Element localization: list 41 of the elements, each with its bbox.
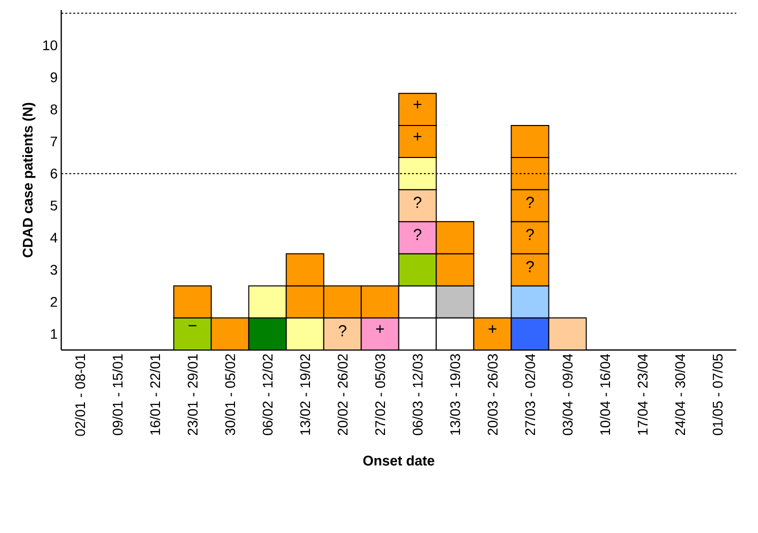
- x-tick-label: 17/04 - 23/04: [637, 354, 648, 435]
- y-tick-label: 8: [50, 104, 58, 114]
- x-tick-label: 30/01 - 05/02: [224, 354, 236, 436]
- y-tick-label: 7: [50, 136, 58, 146]
- y-tick-label: 1: [51, 329, 58, 339]
- annotation: +: [488, 325, 496, 333]
- annotation: +: [414, 100, 422, 108]
- x-tick-label: 06/02 - 12/02: [262, 354, 273, 436]
- x-tick-label: 20/03 - 26/03: [487, 354, 498, 436]
- x-tick-label: 13/03 - 19/03: [450, 354, 460, 435]
- x-tick-label: 01/05 - 07/05: [712, 354, 723, 436]
- annotation: +: [414, 132, 422, 140]
- x-tick-label: 16/01 - 22/01: [150, 354, 160, 435]
- annotation: ?: [526, 260, 534, 272]
- y-tick-label: 10: [43, 40, 58, 50]
- annotation: −: [188, 325, 196, 326]
- x-tick-label: 27/03 - 02/04: [524, 354, 536, 436]
- x-tick-label: 06/03 - 12/03: [412, 354, 423, 436]
- x-axis-title: Onset date: [363, 455, 434, 466]
- y-tick-label: 6: [50, 168, 58, 179]
- y-tick-label: 4: [50, 232, 58, 243]
- x-tick-label: 13/02 - 19/02: [300, 354, 310, 435]
- x-tick-label: 10/04 - 16/04: [600, 354, 610, 435]
- x-tick-label: 27/02 - 05/03: [374, 354, 386, 436]
- y-tick-label: 5: [50, 200, 58, 211]
- annotation: ?: [414, 196, 422, 208]
- annotation: ?: [526, 228, 534, 240]
- x-tick-label: 02/01 - 08-01: [74, 354, 86, 436]
- annotation: ?: [526, 196, 534, 208]
- x-tick-label: 03/04 - 09/04: [562, 354, 573, 436]
- annotation: ?: [338, 325, 346, 336]
- x-tick-label: 23/01 - 29/01: [187, 354, 198, 436]
- y-tick-label: 2: [50, 296, 58, 307]
- x-tick-label: 24/04 - 30/04: [674, 354, 686, 436]
- annotation: +: [376, 325, 384, 333]
- x-tick-label: 09/01 - 15/01: [112, 354, 123, 436]
- y-tick-label: 9: [50, 72, 58, 82]
- annotation: ?: [414, 228, 422, 240]
- y-tick-label: 3: [50, 264, 58, 275]
- y-axis-title: CDAD case patients (N): [22, 102, 36, 258]
- x-tick-label: 20/02 - 26/02: [337, 354, 348, 436]
